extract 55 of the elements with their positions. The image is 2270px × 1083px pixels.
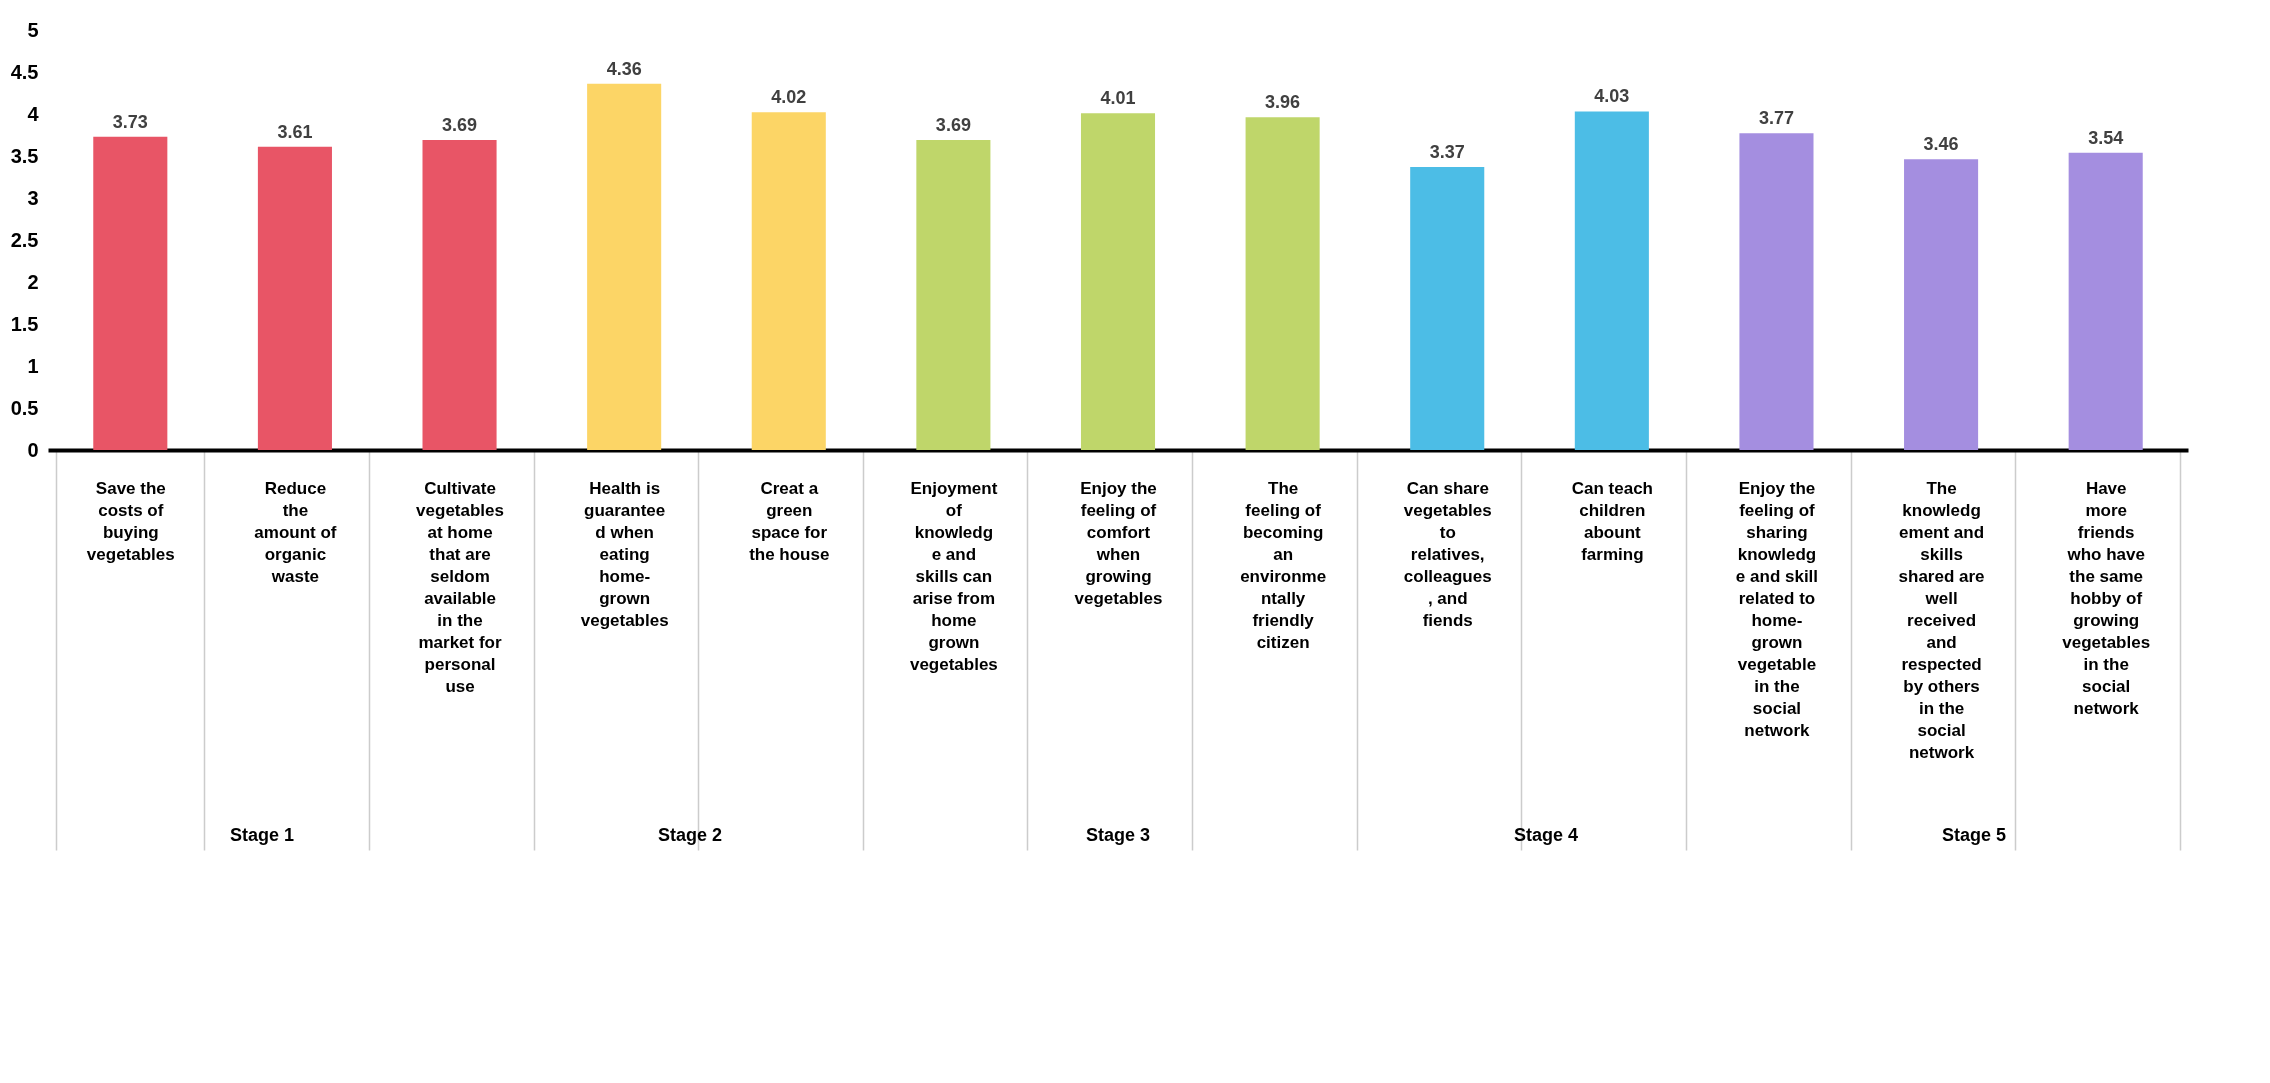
y-tick-label: 4: [27, 102, 40, 125]
bar: [1245, 117, 1320, 450]
bar: [916, 140, 991, 450]
bar: [1904, 159, 1979, 450]
data-label: 4.01: [1100, 88, 1136, 109]
bar: [1739, 133, 1814, 450]
data-label: 3.96: [1265, 92, 1301, 113]
text: Stage 4: [1513, 825, 1579, 845]
data-label: 4.36: [606, 58, 642, 79]
data-label: 3.73: [112, 111, 148, 132]
x-tick-label: Can share vegetables to relatives, colleagues , and fiends: [1403, 478, 1492, 630]
x-tick-label: Creat a green space for the house: [749, 478, 830, 564]
y-tick-label: 2: [27, 270, 39, 293]
bar: [1574, 111, 1649, 450]
x-tick-label: Reduce the amount of organic waste: [254, 478, 337, 586]
bar: [1080, 113, 1156, 450]
y-tick-label: 2.5: [10, 228, 39, 251]
bar: [2068, 152, 2143, 450]
y-tick-label: 1.5: [10, 312, 39, 335]
bar: [93, 136, 168, 450]
data-label: 3.37: [1429, 141, 1465, 162]
y-tick-label: 0: [27, 438, 39, 461]
y-tick-label: 3.5: [10, 144, 39, 167]
data-label: 3.69: [935, 115, 971, 136]
data-label: 3.69: [442, 115, 478, 136]
text: Stage 3: [1085, 825, 1151, 845]
category-label: Enjoyment of knowledg e and skills can arise from home grown vegetables: [909, 478, 998, 674]
data-label: 4.02: [771, 87, 807, 108]
x-tick-label: Enjoy the feeling of comfort when growing vegetables: [1074, 478, 1163, 608]
category-label: Cultivate vegetables at home that are seldom available in the market for personal use: [416, 478, 504, 696]
category-label: Enjoy the feeling of sharing knowledg e and skill related to home- grown vegetable in the social network: [1735, 478, 1819, 740]
y-tick-label: 5: [27, 18, 39, 41]
x-tick-label: The feeling of becoming an environme ntally friendly citizen: [1240, 478, 1327, 652]
bar: [257, 146, 332, 450]
category-label: Have more friends who have the same hobby of growing vegetables in the social network: [2062, 478, 2151, 718]
bar: [1410, 166, 1485, 450]
bar: [751, 112, 826, 450]
data-label: 3.46: [1923, 134, 1959, 155]
x-tick-label: Can teach children abount farming: [1571, 478, 1653, 564]
x-tick-label: Health is guarantee d when eating home- grown vegetables: [580, 478, 669, 630]
text: Stage 5: [1941, 825, 2007, 845]
data-label: 4.03: [1594, 86, 1630, 107]
data-label: 3.77: [1758, 108, 1794, 129]
text: Stage 1: [229, 825, 295, 845]
y-tick-label: 4.5: [10, 60, 39, 83]
category-label: The knowledg ement and skills shared are well received and respected by others in the social network: [1898, 478, 1985, 762]
bar: [587, 83, 662, 450]
y-tick-label: 1: [27, 354, 39, 377]
y-tick-label: 3: [27, 186, 39, 209]
data-label: 3.61: [277, 121, 313, 142]
bar: [422, 140, 497, 450]
y-tick-label: 0.5: [10, 396, 39, 419]
data-label: 3.54: [2088, 127, 2124, 148]
x-tick-label: Save the costs of buying vegetables: [86, 478, 175, 564]
text: Stage 2: [657, 825, 723, 845]
